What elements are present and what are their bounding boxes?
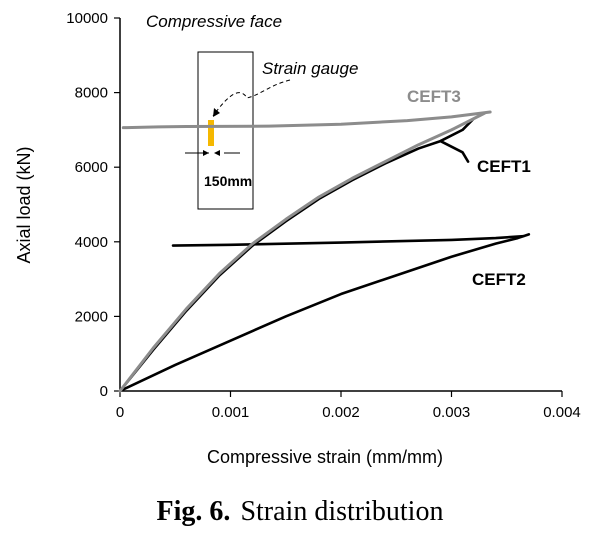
dim-arrow-left	[203, 150, 209, 156]
x-tick-label: 0	[116, 404, 124, 421]
x-tick-label: 0.001	[212, 404, 250, 421]
dim-arrow-right	[214, 150, 220, 156]
column-outline	[197, 51, 254, 210]
gauge-pointer-head	[213, 108, 220, 117]
series-ceft1-drop	[439, 139, 470, 163]
y-tick-label: 10000	[66, 10, 108, 27]
strain-gauge-mark	[208, 120, 214, 146]
x-axis-label: Compressive strain (mm/mm)	[207, 447, 443, 467]
figure-caption: Fig. 6. Strain distribution	[157, 496, 444, 527]
y-tick-label: 8000	[75, 85, 108, 102]
x-tick-label: 0.002	[322, 404, 360, 421]
series-label-ceft3: CEFT3	[407, 87, 461, 106]
series-label-ceft2: CEFT2	[472, 270, 526, 289]
y-axis-label: Axial load (kN)	[14, 146, 34, 263]
y-tick-label: 4000	[75, 234, 108, 251]
series-ceft3-line	[118, 111, 487, 393]
series-label-ceft1: CEFT1	[477, 157, 531, 176]
series-ceft3-plateau	[121, 110, 492, 130]
inset-title: Compressive face	[146, 12, 282, 31]
x-tick-label: 0.004	[543, 404, 581, 421]
x-tick-label: 0.003	[433, 404, 471, 421]
gauge-pointer-arrow	[212, 79, 291, 117]
y-tick-label: 6000	[75, 159, 108, 176]
dimension-label: 150mm	[204, 173, 252, 189]
inset-sketch: Compressive face Strain gauge 150mm	[146, 12, 358, 210]
series-ceft1-line	[118, 117, 475, 393]
y-tick-label: 0	[100, 383, 108, 400]
gauge-label: Strain gauge	[262, 59, 358, 78]
y-tick-label: 2000	[75, 308, 108, 325]
series-ceft2-line	[118, 233, 531, 393]
series-ceft2-plateau	[171, 234, 525, 247]
